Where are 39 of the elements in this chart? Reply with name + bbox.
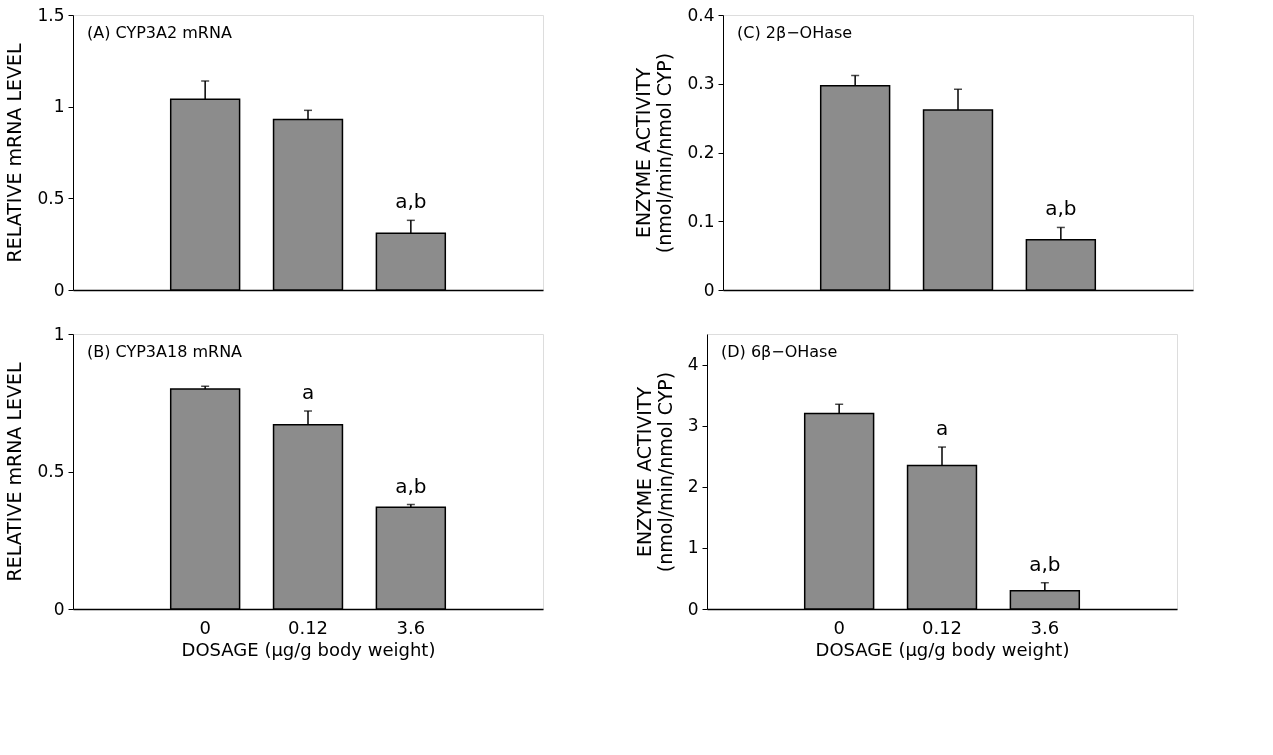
x-tick-label: 3.6 xyxy=(1030,616,1060,638)
annotation: a,b xyxy=(395,473,427,498)
y-tick-label: 1 xyxy=(53,323,65,344)
x-tick-label: 0.12 xyxy=(287,616,329,638)
y-axis-title: RELATIVE mRNA LEVEL xyxy=(3,43,26,263)
y-tick-label: 1 xyxy=(687,537,699,558)
y-axis-title: ENZYME ACTIVITY (nmol/min/nmol CYP) xyxy=(632,371,676,573)
text: (C) 2β−OHase xyxy=(737,23,853,42)
y-tick-label: 3 xyxy=(687,415,699,436)
y-axis-title: ENZYME ACTIVITY (nmol/min/nmol CYP) xyxy=(632,52,676,254)
text: (B) CYP3A18 mRNA xyxy=(87,342,243,361)
y-tick-label: 0.5 xyxy=(37,461,65,481)
annotation: a,b xyxy=(1045,196,1077,221)
y-tick-label: 0 xyxy=(53,598,65,619)
y-tick-label: 2 xyxy=(687,476,699,497)
y-tick-label: 0.1 xyxy=(687,210,715,231)
x-axis-title: DOSAGE (μg/g body weight) xyxy=(181,638,436,660)
x-tick-label: 0 xyxy=(199,616,211,638)
annotation: a,b xyxy=(395,189,427,214)
y-tick-label: 0 xyxy=(53,279,65,300)
text: (D) 6β−OHase xyxy=(721,342,838,361)
annotation: a,b xyxy=(1029,551,1061,576)
x-axis-title: DOSAGE (μg/g body weight) xyxy=(815,638,1070,660)
annotation: a xyxy=(301,380,315,404)
y-tick-label: 0.5 xyxy=(37,187,65,208)
y-tick-label: 0.2 xyxy=(687,142,715,162)
y-axis-title: RELATIVE mRNA LEVEL xyxy=(3,362,26,582)
y-tick-label: 0 xyxy=(687,598,699,619)
text: (A) CYP3A2 mRNA xyxy=(87,23,232,42)
y-tick-label: 0.4 xyxy=(687,4,715,25)
y-tick-label: 0 xyxy=(703,279,715,300)
y-tick-label: 0.3 xyxy=(687,73,715,94)
x-tick-label: 0.12 xyxy=(921,616,963,638)
y-tick-label: 1 xyxy=(53,96,65,117)
x-tick-label: 0 xyxy=(833,616,845,638)
y-tick-label: 4 xyxy=(687,354,699,375)
x-tick-label: 3.6 xyxy=(396,616,426,638)
annotation: a xyxy=(935,416,949,441)
y-tick-label: 1.5 xyxy=(37,4,65,25)
